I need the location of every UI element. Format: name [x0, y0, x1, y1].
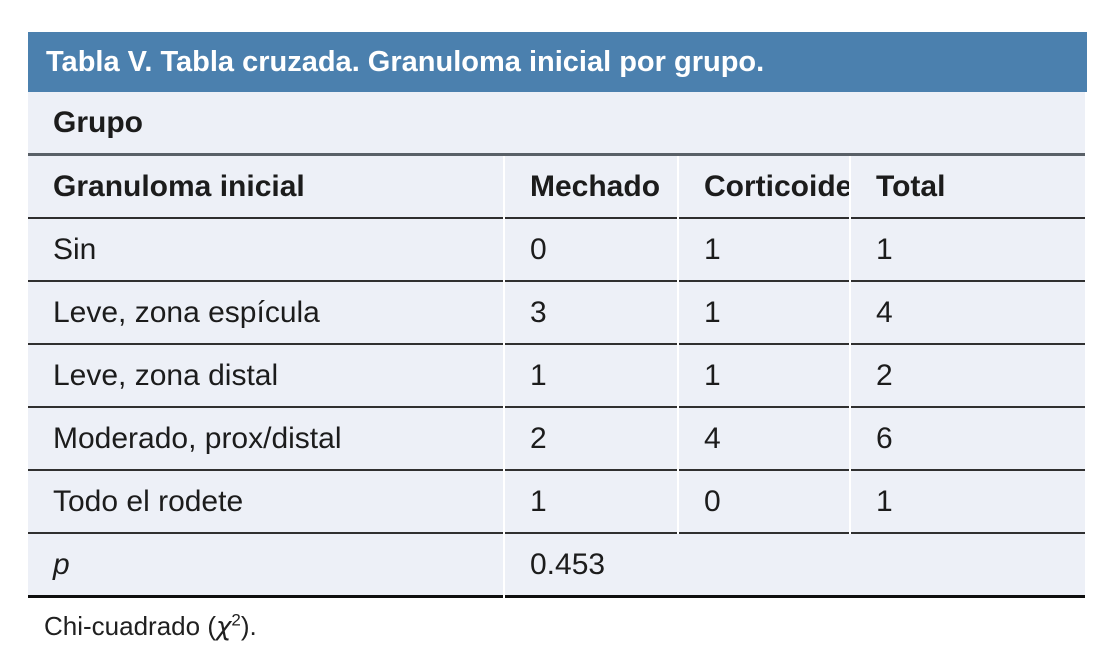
- chi-exponent: 2: [231, 610, 241, 630]
- table-row-moderado: Moderado, prox/distal 2 4 6: [28, 408, 1085, 471]
- table-row-leve-espicula: Leve, zona espícula 3 1 4: [28, 282, 1085, 345]
- footnote-text: Chi-cuadrado (: [44, 611, 216, 641]
- cell-corticoide: 1: [679, 345, 849, 408]
- column-header-mechado: Mechado: [505, 156, 677, 219]
- footnote-suffix: ).: [240, 611, 257, 641]
- row-label: Moderado, prox/distal: [28, 408, 503, 471]
- cell-corticoide: 1: [679, 219, 849, 282]
- cross-table-card: Tabla V. Tabla cruzada. Granuloma inicia…: [28, 32, 1087, 642]
- cell-total: 6: [851, 408, 1085, 471]
- group-header-label: Grupo: [53, 105, 143, 139]
- row-label: Todo el rodete: [28, 471, 503, 534]
- column-header-row: Granuloma inicial Mechado Corticoide Tot…: [28, 156, 1085, 219]
- column-header-corticoide: Corticoide: [679, 156, 849, 219]
- group-header-cell: Grupo: [28, 92, 1085, 156]
- cell-total: 2: [851, 345, 1085, 408]
- cell-total: 1: [851, 471, 1085, 534]
- table-row-sin: Sin 0 1 1: [28, 219, 1085, 282]
- row-label: Sin: [28, 219, 503, 282]
- cell-mechado: 3: [505, 282, 677, 345]
- column-header-total: Total: [851, 156, 1085, 219]
- cell-corticoide: 0: [679, 471, 849, 534]
- cell-total: 1: [851, 219, 1085, 282]
- footnote: Chi-cuadrado (χ2).: [28, 611, 1087, 642]
- cell-total: 4: [851, 282, 1085, 345]
- table-row-leve-distal: Leve, zona distal 1 1 2: [28, 345, 1085, 408]
- cell-mechado: 1: [505, 471, 677, 534]
- cell-mechado: 2: [505, 408, 677, 471]
- row-label: Leve, zona espícula: [28, 282, 503, 345]
- p-value: 0.453: [505, 534, 1085, 598]
- chi-symbol: χ: [215, 612, 232, 642]
- row-label: Leve, zona distal: [28, 345, 503, 408]
- cross-table: Grupo Granuloma inicial Mechado Corticoi…: [26, 92, 1087, 598]
- table-title-bar: Tabla V. Tabla cruzada. Granuloma inicia…: [28, 32, 1087, 92]
- group-header-row: Grupo: [28, 92, 1085, 156]
- p-value-row: p 0.453: [28, 534, 1085, 598]
- table-row-todo-rodete: Todo el rodete 1 0 1: [28, 471, 1085, 534]
- p-label: p: [28, 534, 503, 598]
- table-title: Tabla V. Tabla cruzada. Granuloma inicia…: [46, 46, 765, 78]
- cell-mechado: 0: [505, 219, 677, 282]
- cell-corticoide: 4: [679, 408, 849, 471]
- column-header-granuloma: Granuloma inicial: [28, 156, 503, 219]
- cell-mechado: 1: [505, 345, 677, 408]
- cell-corticoide: 1: [679, 282, 849, 345]
